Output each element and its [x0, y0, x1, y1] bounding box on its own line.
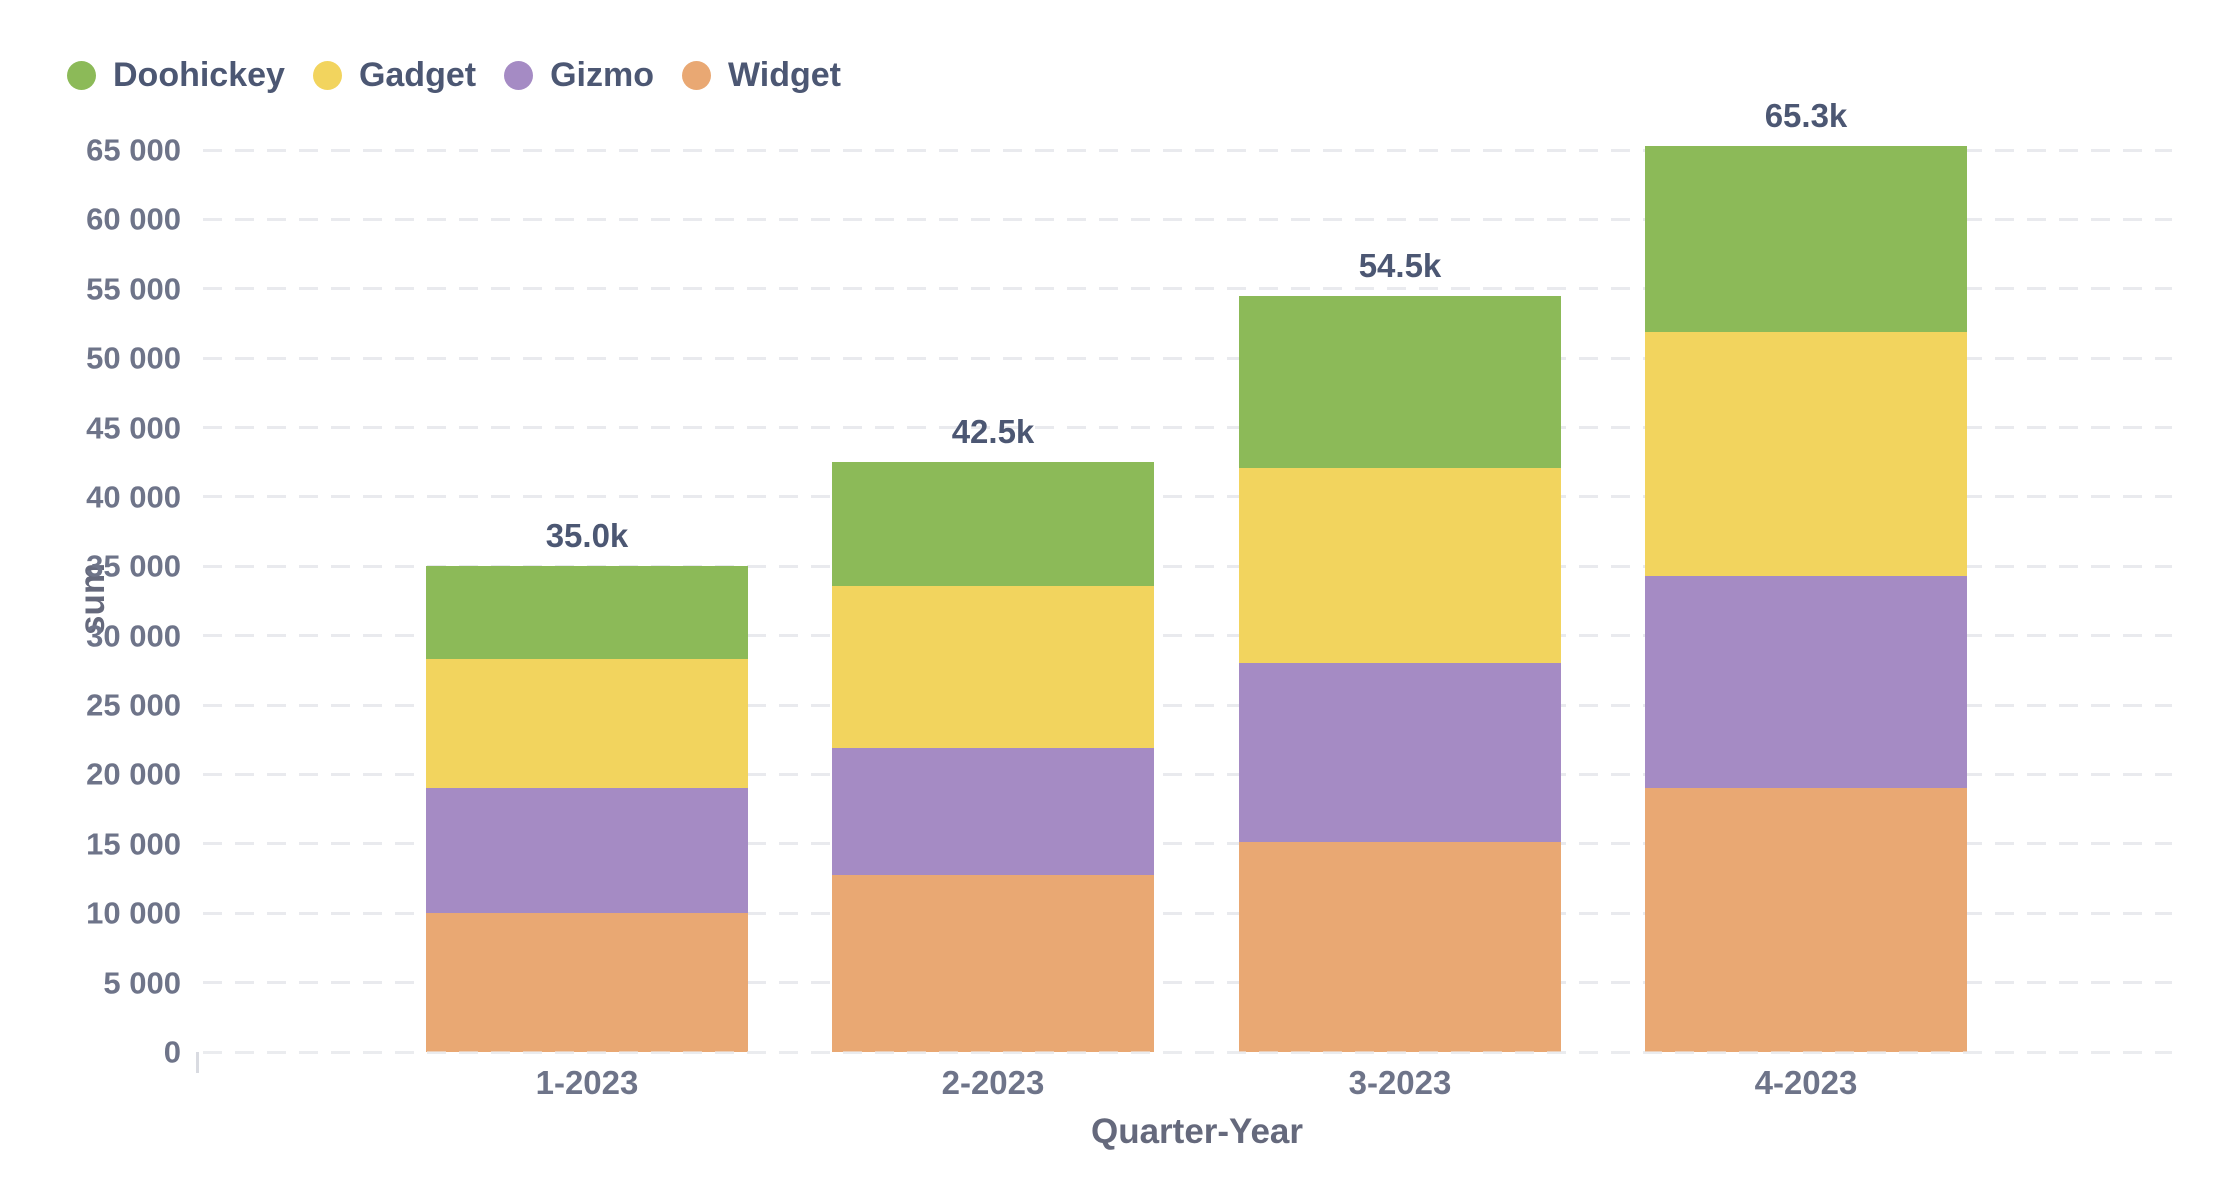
gridline — [203, 148, 2172, 152]
gridline — [203, 634, 2172, 638]
y-axis-title: sum — [73, 563, 112, 635]
y-tick-label: 45 000 — [86, 410, 181, 446]
y-tick-label: 55 000 — [86, 271, 181, 307]
y-tick-label: 35 000 — [86, 548, 181, 584]
bar-segment-widget-4-2023[interactable] — [1645, 788, 1967, 1052]
bar-group-3-2023 — [1239, 295, 1561, 1052]
bar-total-label: 54.5k — [1358, 246, 1442, 284]
gridline — [203, 772, 2172, 776]
gridline — [203, 426, 2172, 430]
legend: Doohickey Gadget Gizmo Widget — [67, 58, 841, 92]
plot-area: 0 5 000 10 000 15 000 20 000 25 000 30 000 35 0… — [86, 99, 2172, 1099]
legend-label: Gizmo — [550, 56, 654, 94]
bar-segment-gizmo-4-2023[interactable] — [1645, 576, 1967, 789]
bar-segment-widget-2-2023[interactable] — [832, 875, 1154, 1052]
bar-total-label: 65.3k — [1764, 96, 1848, 134]
legend-dot-icon — [67, 60, 96, 90]
x-axis-title: Quarter-Year — [1090, 1112, 1304, 1151]
x-tick-label: 1-2023 — [535, 1064, 639, 1101]
bar-segment-gadget-1-2023[interactable] — [426, 659, 748, 788]
y-tick-label: 20 000 — [86, 756, 181, 792]
origin-tick — [196, 1052, 199, 1073]
y-tick-label: 10 000 — [86, 895, 181, 931]
gridline — [203, 287, 2172, 291]
y-tick-label: 25 000 — [86, 687, 181, 723]
gridline — [203, 356, 2172, 360]
y-tick-label: 0 — [163, 1034, 181, 1070]
legend-item-gadget[interactable]: Gadget — [312, 56, 477, 94]
y-tick-label: 15 000 — [86, 826, 181, 862]
y-tick-label: 60 000 — [86, 201, 181, 237]
bar-segment-widget-1-2023[interactable] — [426, 913, 748, 1052]
gridline — [203, 217, 2172, 221]
y-tick-label: 65 000 — [86, 132, 181, 168]
bar-segment-doohickey-3-2023[interactable] — [1239, 295, 1561, 468]
x-tick-label: 4-2023 — [1754, 1064, 1858, 1101]
gridline — [203, 495, 2172, 499]
bar-segment-gizmo-3-2023[interactable] — [1239, 663, 1561, 843]
bar-segment-gadget-2-2023[interactable] — [832, 585, 1154, 749]
legend-label: Doohickey — [113, 56, 285, 94]
legend-item-gizmo[interactable]: Gizmo — [504, 58, 654, 92]
legend-item-widget[interactable]: Widget — [681, 56, 841, 94]
bar-segment-gadget-3-2023[interactable] — [1239, 467, 1561, 664]
legend-label: Widget — [727, 56, 841, 94]
legend-dot-icon — [312, 60, 342, 90]
bar-total-label: 35.0k — [545, 517, 629, 555]
legend-dot-icon — [504, 60, 534, 90]
bar-segment-widget-3-2023[interactable] — [1239, 842, 1561, 1052]
gridline — [203, 981, 2172, 985]
bar-group-4-2023 — [1645, 145, 1967, 1052]
bar-group-2-2023 — [832, 462, 1154, 1052]
legend-dot-icon — [681, 60, 711, 90]
bar-segment-doohickey-1-2023[interactable] — [426, 566, 748, 660]
y-tick-label: 40 000 — [86, 479, 181, 515]
bar-segment-doohickey-2-2023[interactable] — [832, 462, 1154, 586]
bar-segment-gizmo-1-2023[interactable] — [426, 787, 748, 914]
x-tick-label: 3-2023 — [1348, 1064, 1452, 1101]
bar-segment-gadget-4-2023[interactable] — [1645, 331, 1967, 577]
gridline — [203, 911, 2172, 915]
gridline — [203, 703, 2172, 707]
x-tick-label: 2-2023 — [941, 1064, 1045, 1101]
y-tick-label: 5 000 — [103, 965, 181, 1001]
bar-segment-doohickey-4-2023[interactable] — [1645, 145, 1967, 332]
bar-total-label: 42.5k — [951, 413, 1035, 451]
zero-gridline-overlay — [203, 1050, 2172, 1054]
y-tick-label: 50 000 — [86, 340, 181, 376]
bar-group-1-2023 — [426, 566, 748, 1052]
bar-segment-gizmo-2-2023[interactable] — [832, 748, 1154, 876]
gridline — [203, 842, 2172, 846]
gridline — [203, 564, 2172, 568]
y-tick-label: 30 000 — [86, 618, 181, 654]
legend-item-doohickey[interactable]: Doohickey — [67, 58, 285, 92]
legend-label: Gadget — [358, 56, 477, 94]
